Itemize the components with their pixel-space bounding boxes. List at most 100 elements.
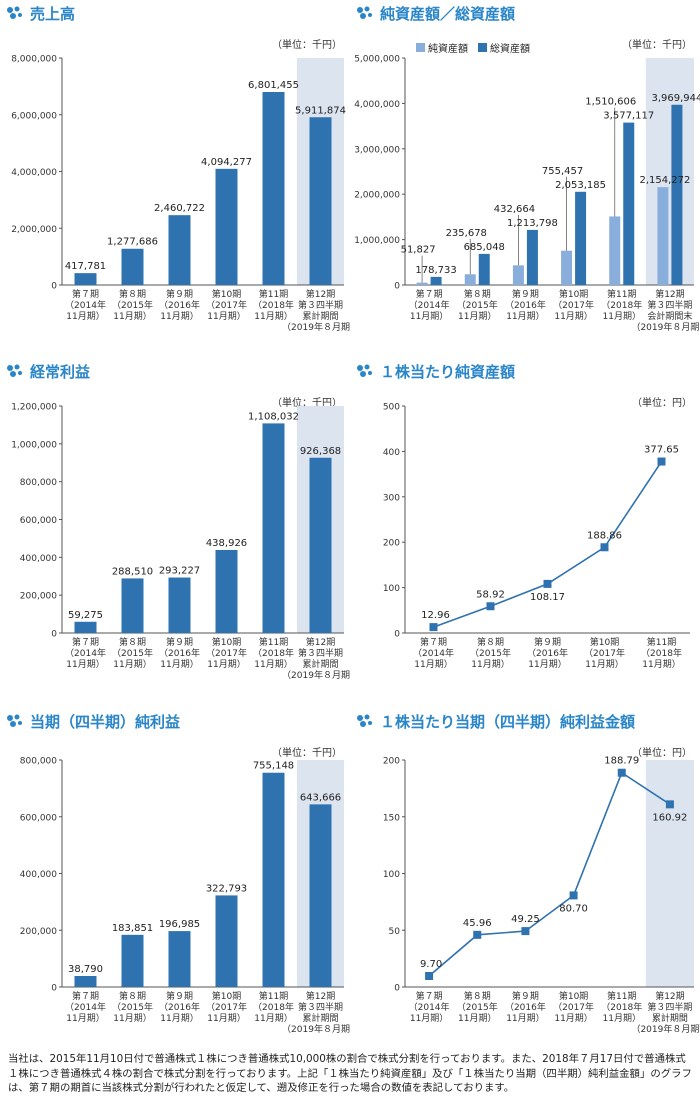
y-tick-label: 400,000 [20, 870, 57, 880]
data-point [473, 930, 482, 939]
x-tick-label: （2014年 [413, 647, 454, 659]
data-label: 322,793 [206, 883, 247, 894]
x-tick-label: （2016年 [159, 299, 200, 311]
data-label: 12.96 [421, 610, 450, 621]
x-tick-label: 第３四半期 [298, 299, 343, 311]
x-tick-label: （2015年 [112, 647, 153, 659]
x-tick-label: （2017年 [553, 299, 594, 311]
x-tick-label: 第11期 [647, 636, 676, 648]
bar [575, 191, 587, 285]
x-tick-label: （2015年 [470, 647, 511, 659]
x-tick-label: （2019年８月期） [282, 321, 350, 333]
data-label: 58.92 [476, 589, 505, 600]
data-point [617, 768, 626, 777]
y-tick-label: 1,000,000 [354, 236, 400, 246]
y-tick-label: 0 [51, 282, 57, 292]
bar [561, 250, 573, 285]
x-tick-label: 第７期 [416, 288, 443, 300]
x-tick-label: 11月期） [603, 1013, 641, 1024]
x-tick-label: 第７期 [420, 636, 447, 648]
x-tick-label: 11月期） [113, 311, 151, 322]
y-tick-label: 6,000,000 [11, 111, 57, 121]
x-tick-label: 第12期 [306, 636, 335, 648]
x-tick-label: （2016年 [505, 299, 546, 311]
x-tick-label: （2014年 [409, 1001, 450, 1013]
y-tick-label: 0 [51, 630, 57, 640]
data-label: 755,148 [253, 761, 294, 772]
chart-title: 純資産額／総資産額 [354, 0, 515, 26]
x-tick-label: 累計期間 [302, 310, 338, 322]
data-point [486, 602, 495, 611]
x-tick-label: （2014年 [65, 299, 106, 311]
y-tick-label: 4,000,000 [354, 100, 400, 110]
snowflake-cluster-icon [357, 6, 372, 19]
x-tick-label: 第３四半期 [298, 1001, 343, 1013]
x-tick-label: 第10期 [559, 990, 588, 1002]
y-tick-label: 150 [383, 813, 400, 823]
bar [168, 215, 191, 285]
x-tick-label: （2015年 [112, 299, 153, 311]
x-tick-label: （2016年 [159, 1001, 200, 1013]
bar [416, 282, 428, 285]
data-label: 6,801,455 [248, 80, 299, 91]
data-point [665, 800, 674, 809]
chart-title: １株当たり純資産額 [354, 358, 515, 384]
y-tick-label: 800,000 [20, 478, 57, 488]
data-label: 183,851 [112, 923, 153, 934]
x-tick-label: 第３四半期 [298, 647, 343, 659]
x-tick-label: （2015年 [112, 1001, 153, 1013]
x-tick-label: 11月期） [410, 1013, 448, 1024]
x-tick-label: 累計期間 [302, 1012, 338, 1024]
y-tick-label: 0 [394, 282, 400, 292]
y-tick-label: 2,000,000 [11, 225, 57, 235]
x-tick-label: 11月期） [642, 659, 680, 670]
series-line [428, 771, 671, 977]
y-tick-label: 400 [383, 448, 400, 458]
x-tick-label: （2017年 [206, 647, 247, 659]
data-point [543, 579, 552, 588]
x-tick-label: 第８期 [119, 636, 146, 648]
bar [512, 265, 524, 285]
y-tick-label: 600,000 [20, 516, 57, 526]
unit-label: （単位：円） [632, 748, 692, 759]
chart-plot: 0 200,000 400,000 600,000 800,000 1,000,000 1,… [11, 403, 350, 682]
highlight-band [645, 760, 694, 987]
x-tick-label: 第11期 [259, 636, 288, 648]
y-tick-label: 2,000,000 [354, 191, 400, 201]
bar [168, 931, 191, 987]
x-tick-label: 第12期 [655, 990, 684, 1002]
x-tick-label: 11月期） [254, 659, 292, 670]
y-tick-label: 1,000,000 [11, 440, 57, 450]
bar [168, 577, 191, 633]
highlight-band [645, 58, 694, 285]
bar [609, 216, 621, 285]
x-tick-label: 第９期 [166, 636, 193, 648]
x-tick-label: 11月期） [113, 1013, 151, 1024]
chart-ordinary-income: 経常利益 （単位：千円） 0 200,000 400,000 600,000 800,0… [0, 358, 350, 693]
data-label: 685,048 [464, 242, 505, 253]
data-label: 2,053,185 [555, 180, 606, 191]
x-tick-label: （2018年 [641, 647, 682, 659]
x-tick-label: （2017年 [553, 1001, 594, 1013]
x-tick-label: 11月期） [207, 311, 245, 322]
unit-label: （単位：千円） [622, 40, 692, 51]
bar [464, 274, 476, 285]
x-tick-label: 11月期） [554, 1013, 592, 1024]
x-tick-label: 第９期 [166, 990, 193, 1002]
data-label: 3,577,117 [603, 111, 654, 122]
x-tick-label: （2018年 [253, 1001, 294, 1013]
data-label: 432,664 [494, 204, 535, 215]
y-tick-label: 0 [51, 984, 57, 994]
y-tick-label: 400,000 [20, 554, 57, 564]
bar [657, 187, 669, 285]
data-label: 293,227 [159, 566, 200, 577]
x-tick-label: 11月期） [471, 659, 509, 670]
snowflake-cluster-icon [7, 364, 22, 377]
data-label: 755,457 [542, 166, 583, 177]
x-tick-label: 第９期 [534, 636, 561, 648]
data-label: 178,733 [415, 265, 456, 276]
x-tick-label: 第８期 [119, 288, 146, 300]
x-tick-label: （2019年８月期） [282, 1023, 350, 1035]
x-tick-label: 第７期 [416, 990, 443, 1002]
x-tick-label: （2015年 [457, 299, 498, 311]
